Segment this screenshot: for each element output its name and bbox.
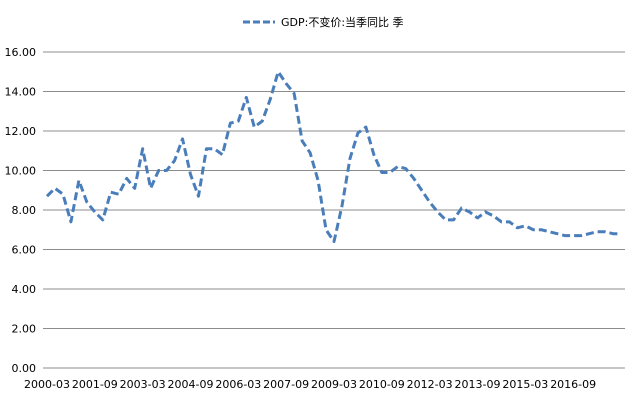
y-tick-label: 10.00 (5, 165, 37, 178)
series-layer (45, 70, 622, 244)
x-tick-label: 2012-03 (407, 378, 453, 391)
y-tick-label: 0.00 (12, 362, 37, 375)
x-tick-label: 2013-09 (455, 378, 501, 391)
x-tick-label: 2009-03 (311, 378, 357, 391)
legend-series-label: GDP:不变价:当季同比 季 (281, 15, 404, 29)
legend[interactable]: GDP:不变价:当季同比 季 (243, 15, 404, 29)
x-tick-label: 2007-09 (263, 378, 309, 391)
y-tick-label: 12.00 (5, 125, 37, 138)
y-tick-label: 16.00 (5, 46, 37, 59)
x-axis-tick-labels: 2000-03 2001-09 2003-03 2004-09 2006-03 2007-… (24, 378, 596, 391)
x-tick-label: 2016-09 (550, 378, 596, 391)
y-tick-label: 6.00 (12, 244, 37, 257)
x-tick-label: 2006-03 (215, 378, 261, 391)
x-tick-label: 2010-09 (359, 378, 405, 391)
y-tick-label: 8.00 (12, 204, 37, 217)
y-tick-label: 2.00 (12, 323, 37, 336)
gridlines (43, 51, 625, 329)
x-tick-label: 2000-03 (24, 378, 70, 391)
y-tick-label: 14.00 (5, 86, 37, 99)
x-tick-label: 2001-09 (72, 378, 118, 391)
x-tick-label: 2015-03 (502, 378, 548, 391)
x-tick-label: 2004-09 (168, 378, 214, 391)
y-tick-label: 4.00 (12, 283, 37, 296)
series-line (45, 70, 622, 244)
x-tick-label: 2003-03 (120, 378, 166, 391)
y-axis-tick-labels: 0.00 2.00 4.00 6.00 8.00 10.00 12.00 14.00 16.00 (5, 46, 37, 375)
